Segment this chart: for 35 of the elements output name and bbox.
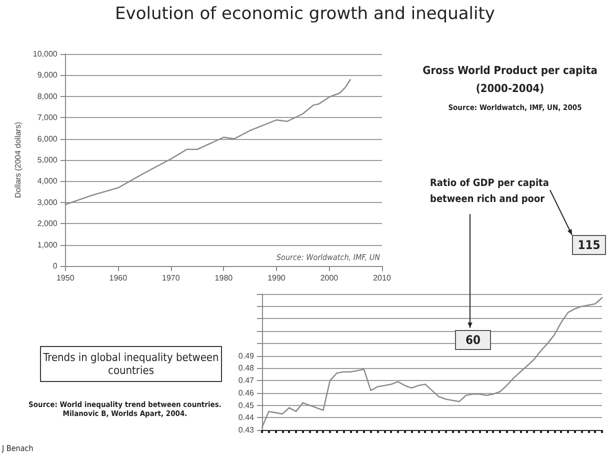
y-tick-label: 2,000 (37, 219, 58, 228)
y-tick-label: 6,000 (37, 134, 58, 144)
y-tick-label: 10,000 (32, 50, 58, 58)
y-tick-label: 9,000 (37, 70, 58, 80)
x-tick-label: 1950 (56, 274, 75, 282)
text: Ratio of GDP per capita between rich and poor (430, 177, 550, 207)
y-axis-title: Dollars (2004 dollars) (14, 122, 22, 198)
annotation: Source: Worldwatch, IMF, UN (275, 253, 380, 262)
line-series (261, 297, 603, 428)
y-tick-label: 0.46 (238, 388, 255, 398)
text: 115 (572, 235, 606, 255)
x-tick-label: 1960 (109, 274, 128, 282)
y-tick-label: 4,000 (37, 176, 58, 186)
y-tick-label: 0 (52, 262, 58, 270)
y-tick-label: 3,000 (37, 198, 58, 207)
chart-title: Evolution of economic growth and inequality (114, 4, 496, 24)
text: J Benach (2, 444, 34, 453)
y-tick-label: 8,000 (37, 92, 58, 101)
annotation: 60 (455, 330, 491, 350)
y-tick-label: 7,000 (37, 113, 58, 122)
y-tick-label: 0.44 (238, 413, 255, 422)
y-tick-label: 5,000 (37, 156, 58, 164)
y-tick-label: 0.48 (238, 364, 255, 373)
y-tick-label: 0.43 (238, 426, 255, 434)
x-tick-label: 1990 (268, 274, 286, 282)
text: Trends in global inequality between countries (40, 346, 222, 382)
x-tick-label: 1980 (214, 274, 234, 282)
x-tick-label: 2010 (373, 274, 392, 282)
y-tick-label: 1,000 (37, 240, 58, 250)
x-tick-label: 1970 (162, 274, 180, 282)
x-tick-label: 2000 (320, 274, 339, 282)
text: Gross World Product per capita (2000-2004) (422, 63, 598, 97)
y-tick-label: 0.45 (238, 400, 255, 410)
y-tick-label: 0.49 (238, 351, 255, 360)
y-tick-label: 0.47 (238, 376, 255, 386)
